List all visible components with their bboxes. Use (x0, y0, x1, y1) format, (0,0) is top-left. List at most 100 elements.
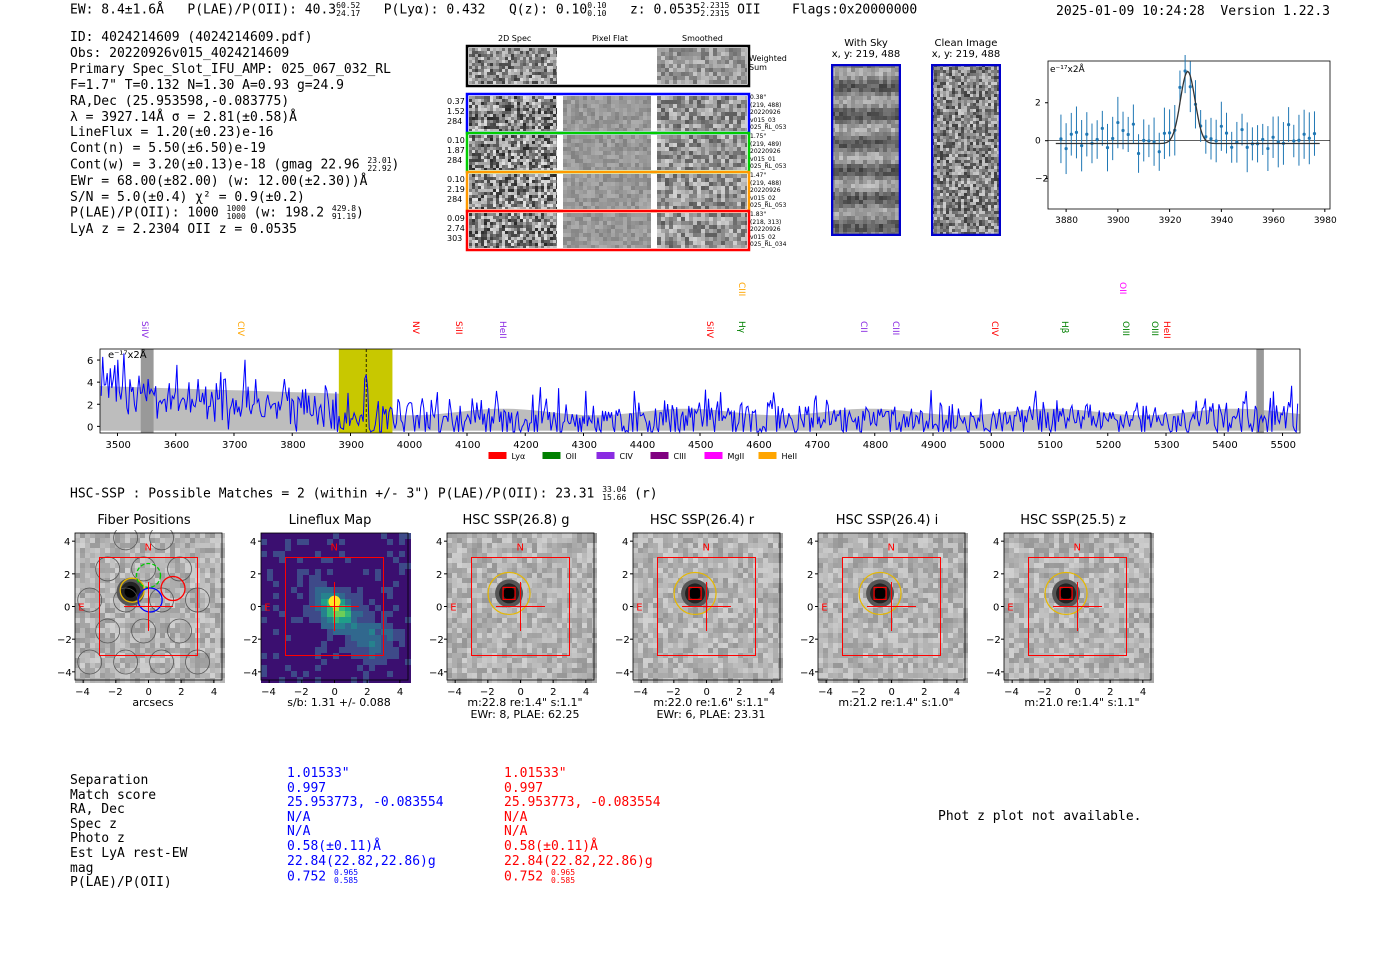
hsc-y-tick: −4 (429, 668, 444, 679)
zoom-frame (1047, 60, 1331, 210)
clean-image (931, 64, 1001, 236)
col1-lya-ew: 0.58(±0.11)Å (287, 838, 381, 854)
zoom-fit-plot: e⁻¹⁷x2Å 3880 3900 3920 3940 3960 3980 2 0 −2 (1035, 55, 1337, 226)
emission-line-label: CIII (735, 282, 746, 297)
col-header-pixelflat: Pixel Flat (592, 34, 628, 43)
spectrum-x-tick: 5300 (1154, 440, 1179, 451)
source-blob (681, 579, 710, 608)
qz-range: 0.10 0.10 (587, 1, 607, 18)
label-lya-ew: Est LyA rest-EW (70, 845, 188, 861)
label-radec: RA, Dec (70, 802, 125, 818)
col2-plae: 0.752 0.965 0.585 (504, 868, 576, 886)
weighted-sum-frame (465, 44, 751, 88)
with-sky-title: With Sky x, y: 219, 488 (831, 38, 901, 60)
zoom-fit-curve (1055, 70, 1320, 145)
hsc-x-tick: 2 (1107, 687, 1113, 698)
hsc-y-tick: 0 (993, 603, 999, 614)
hsc-y-tick: 4 (250, 537, 256, 548)
wavelength: λ = 3927.14Å σ = 2.81(±0.58)Å (70, 109, 297, 125)
aperture-circle (858, 571, 902, 616)
hsc-panel-caption-0: arcsecs (132, 696, 174, 709)
hsc-x-tick: 4 (954, 687, 960, 698)
aperture-circle (487, 571, 531, 616)
label-plae: P(LAE)/P(OII) (70, 875, 172, 891)
spectrum-y-tick: 2 (87, 400, 93, 411)
hsc-x-tick: −2 (480, 687, 495, 698)
spectrum-x-tick: 4700 (805, 440, 830, 451)
row-frame-3 (465, 209, 751, 252)
hsc-panel-title-2: HSC SSP(26.8) g (462, 513, 570, 528)
primary-slot: Primary Spec_Slot_IFU_AMP: 025_067_032_R… (70, 61, 391, 77)
hsc-y-tick: 0 (807, 603, 813, 614)
row-2dspec-0 (469, 96, 557, 131)
col1-plae: 0.752 0.965 0.585 (287, 868, 359, 886)
hsc-panel-caption-3: m:22.0 re:1.6" s:1.1" EWr: 6, PLAE: 23.31 (653, 696, 769, 721)
source-blob (866, 579, 895, 608)
hsc-cutout-5: N E 4 2 0 −2 −4−4 −2 0 2 4 (986, 532, 1154, 698)
plya-value: P(Lyα): 0.432 (383, 2, 486, 18)
emission-line-label: CIII (890, 321, 901, 336)
plae-header: P(LAE)/P(OII): 40.3 (187, 2, 337, 18)
hsc-x-tick: 2 (736, 687, 742, 698)
weighted-sum-label: Weighted Sum (749, 54, 787, 72)
source-marker (688, 586, 702, 601)
hsc-y-tick: 2 (622, 570, 628, 581)
hsc-y-tick: 2 (436, 570, 442, 581)
hsc-y-tick: −2 (986, 635, 1001, 646)
hsc-x-tick: −2 (1037, 687, 1052, 698)
cont-n: Cont(n) = 5.50(±6.50)e-19 (70, 141, 266, 157)
datetime: 2025-01-09 10:24:28 (1056, 4, 1205, 19)
north-label: N (1074, 542, 1081, 553)
row-pixelflat-1 (563, 135, 651, 170)
version: Version 1.22.3 (1220, 4, 1330, 19)
hsc-cutout-4: N E 4 2 0 −2 −4−4 −2 0 2 4 (800, 532, 968, 698)
twod-spec-panel: 2D Spec Pixel Flat Smoothed Weighted Sum… (440, 30, 800, 255)
emission-line-label: CIV (989, 321, 1000, 337)
hsc-x-tick: 4 (583, 687, 589, 698)
source-marker (502, 586, 516, 601)
full-spectrum-plot: e⁻¹⁷x2Å 6 4 2 0 3500 3600 3700 3800 3900 4000 4100 4… (87, 348, 1301, 461)
spectrum-x-tick: 3600 (164, 440, 189, 451)
col-header-2dspec: 2D Spec (498, 34, 532, 43)
legend-label: CIV (619, 452, 633, 461)
masked-region-right (1256, 349, 1264, 433)
zoom-x-tick: 3960 (1262, 216, 1285, 226)
row-smoothed-1 (657, 135, 747, 170)
north-label: N (703, 542, 710, 553)
col2-lya-ew: 0.58(±0.11)Å (504, 838, 598, 854)
hsc-x-tick: 0 (1075, 687, 1081, 698)
search-box (99, 557, 198, 656)
hsc-y-tick: 0 (64, 603, 70, 614)
zoom-x-tick: 3900 (1107, 216, 1130, 226)
hsc-x-tick: −4 (75, 687, 90, 698)
source-blob (495, 579, 524, 608)
row-right-info-0: 0.38" (219, 488) 20220926 v015_03 025_RL_053 (750, 94, 787, 132)
spectrum-x-tick: 5100 (1038, 440, 1063, 451)
north-label: N (888, 542, 895, 553)
hsc-x-tick: −4 (1004, 687, 1019, 698)
col1-photo-z: N/A (287, 824, 311, 840)
hsc-y-tick: −4 (57, 668, 72, 679)
hsc-x-tick: −4 (633, 687, 648, 698)
fit-params: F=1.7" T=0.132 N=1.30 A=0.93 g=24.9 (70, 77, 344, 93)
zoom-x-tick: 3940 (1210, 216, 1233, 226)
hsc-x-tick: 0 (518, 687, 524, 698)
search-box (1028, 557, 1127, 656)
label-mag: mag (70, 860, 94, 876)
zoom-y-tick: 0 (1035, 137, 1041, 147)
hsc-y-tick: 4 (993, 537, 999, 548)
clean-image-title: Clean Image x, y: 219, 488 (931, 38, 1001, 60)
hsc-panel-caption-1: s/b: 1.31 +/- 0.088 (287, 696, 391, 709)
zoom-unit-label: e⁻¹⁷x2Å (1050, 63, 1086, 75)
spectrum-x-tick: 3800 (280, 440, 305, 451)
spectrum-x-tick: 4900 (921, 440, 946, 451)
legend-label: Lyα (511, 452, 525, 461)
zoom-y-tick: −2 (1035, 175, 1048, 185)
legend-label: OII (565, 452, 576, 461)
aperture-circle (673, 571, 717, 616)
hsc-y-tick: 4 (64, 537, 70, 548)
hsc-x-tick: 4 (397, 687, 403, 698)
search-box (471, 557, 570, 656)
hsc-y-tick: −4 (800, 668, 815, 679)
hsc-x-tick: 0 (704, 687, 710, 698)
